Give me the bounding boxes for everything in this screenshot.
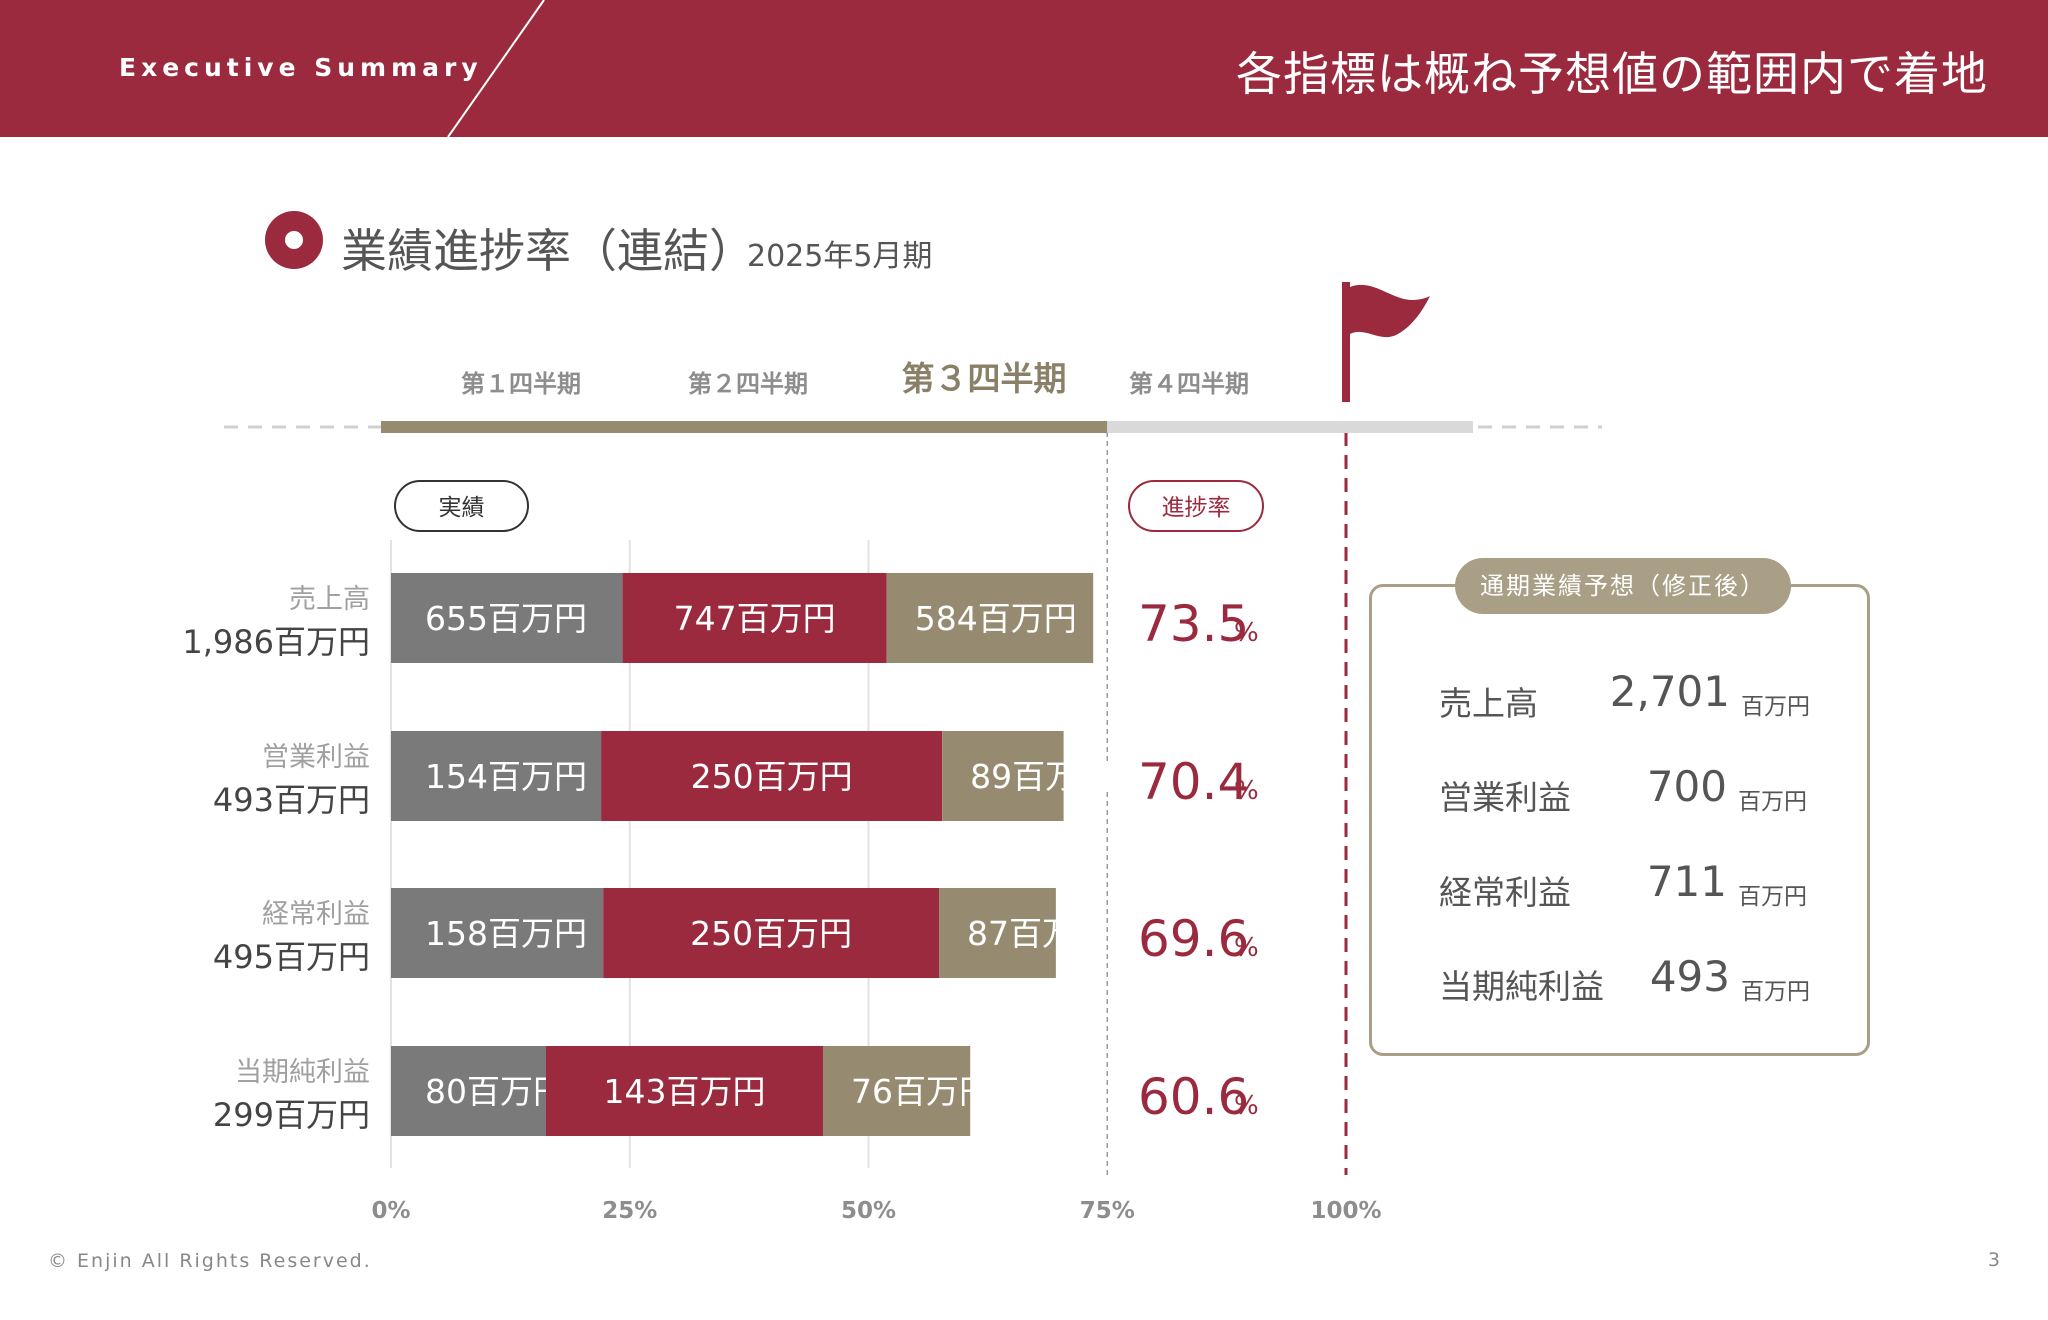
bar-segment-3-q1 (391, 888, 604, 978)
progress-tag-pill (1128, 480, 1264, 532)
bar-segment-1-q2 (622, 573, 887, 663)
bar-label-3-q3: 87百万円 (967, 914, 1108, 953)
forecast-unit-net: 百万円 (1741, 979, 1810, 1005)
forecast-value-sales: 2,701 (1609, 667, 1730, 716)
quarter-label-1: 第１四半期 (461, 370, 581, 398)
bar-label-2-q2: 250百万円 (691, 757, 853, 796)
category-name-1: 売上高 (289, 584, 370, 615)
section-title: 業績進捗率（連結） (341, 224, 755, 278)
forecast-value-operating: 700 (1646, 762, 1727, 811)
x-tick-1: 25% (602, 1198, 657, 1224)
bar-segment-4-q1 (391, 1046, 546, 1136)
header-banner (0, 0, 2048, 137)
bar-segment-3-q2 (603, 888, 940, 978)
bar-segment-1-q3 (886, 573, 1094, 663)
forecast-label-ordinary: 経常利益 (1439, 873, 1571, 912)
bar-label-1-q1: 655百万円 (425, 599, 587, 638)
x-tick-3: 75% (1080, 1198, 1135, 1224)
progress-tag: 進捗率 (1162, 495, 1231, 521)
flag-pole (1342, 282, 1350, 402)
bar-label-2-q3: 89百万円 (970, 757, 1111, 796)
category-name-2: 営業利益 (262, 742, 370, 773)
bar-label-3-q2: 250百万円 (690, 914, 852, 953)
category-name-4: 当期純利益 (235, 1057, 370, 1088)
bar-segment-2-q1 (391, 731, 602, 821)
quarter-label-3: 第３四半期 (902, 359, 1067, 398)
forecast-label-net: 当期純利益 (1439, 967, 1604, 1006)
bar-label-3-q1: 158百万円 (425, 914, 587, 953)
category-total-2: 493百万円 (213, 781, 370, 819)
x-tick-2: 50% (841, 1198, 896, 1224)
category-total-1: 1,986百万円 (182, 623, 370, 661)
quarter-label-2: 第２四半期 (688, 370, 808, 398)
bar-label-4-q3: 76百万円 (851, 1072, 992, 1111)
timeline-remaining (1107, 421, 1473, 433)
x-tick-4: 100% (1310, 1198, 1381, 1224)
copyright: © Enjin All Rights Reserved. (48, 1250, 372, 1272)
forecast-value-net: 493 (1649, 952, 1730, 1001)
bar-segment-4-q2 (545, 1046, 823, 1136)
bar-segment-3-q3 (939, 888, 1056, 978)
category-total-4: 299百万円 (213, 1096, 370, 1134)
forecast-title: 通期業績予想（修正後） (1455, 558, 1791, 614)
progress-value-3: 69.6 (1138, 910, 1249, 968)
forecast-unit-sales: 百万円 (1741, 694, 1810, 720)
progress-percent-sign-4: % (1234, 1091, 1259, 1121)
bar-segment-4-q3 (822, 1046, 971, 1136)
forecast-value-ordinary: 711 (1646, 857, 1727, 906)
bar-segment-2-q2 (601, 731, 943, 821)
progress-percent-sign-2: % (1234, 776, 1259, 806)
section-bullet-icon (265, 211, 323, 269)
timeline-elapsed (381, 421, 1108, 433)
progress-percent-sign-3: % (1234, 933, 1259, 963)
progress-value-4: 60.6 (1138, 1068, 1249, 1126)
page-number: 3 (1987, 1249, 2000, 1271)
forecast-label-sales: 売上高 (1439, 684, 1538, 723)
bar-segment-2-q3 (942, 731, 1064, 821)
bar-label-2-q1: 154百万円 (425, 757, 587, 796)
bar-label-4-q1: 80百万円 (425, 1072, 566, 1111)
forecast-label-operating: 営業利益 (1439, 778, 1571, 817)
bar-label-1-q2: 747百万円 (674, 599, 836, 638)
x-tick-0: 0% (371, 1198, 410, 1224)
forecast-unit-operating: 百万円 (1738, 789, 1807, 815)
section-period: 2025年5月期 (747, 239, 933, 274)
quarter-label-4: 第４四半期 (1129, 370, 1249, 398)
category-name-3: 経常利益 (262, 899, 370, 930)
goal-flag-icon (1350, 284, 1430, 338)
progress-value-2: 70.4 (1138, 753, 1249, 811)
actual-tag-pill (394, 480, 529, 532)
actual-tag: 実績 (439, 495, 485, 521)
header-section-label: Executive Summary (119, 53, 483, 82)
header-slash-divider (447, 0, 545, 137)
bar-segment-1-q1 (391, 573, 623, 663)
category-total-3: 495百万円 (213, 938, 370, 976)
progress-value-1: 73.5 (1138, 595, 1249, 653)
header-headline: 各指標は概ね予想値の範囲内で着地 (1236, 47, 1988, 101)
bar-label-1-q3: 584百万円 (915, 599, 1077, 638)
forecast-unit-ordinary: 百万円 (1738, 884, 1807, 910)
progress-percent-sign-1: % (1234, 618, 1259, 648)
bar-label-4-q2: 143百万円 (603, 1072, 765, 1111)
